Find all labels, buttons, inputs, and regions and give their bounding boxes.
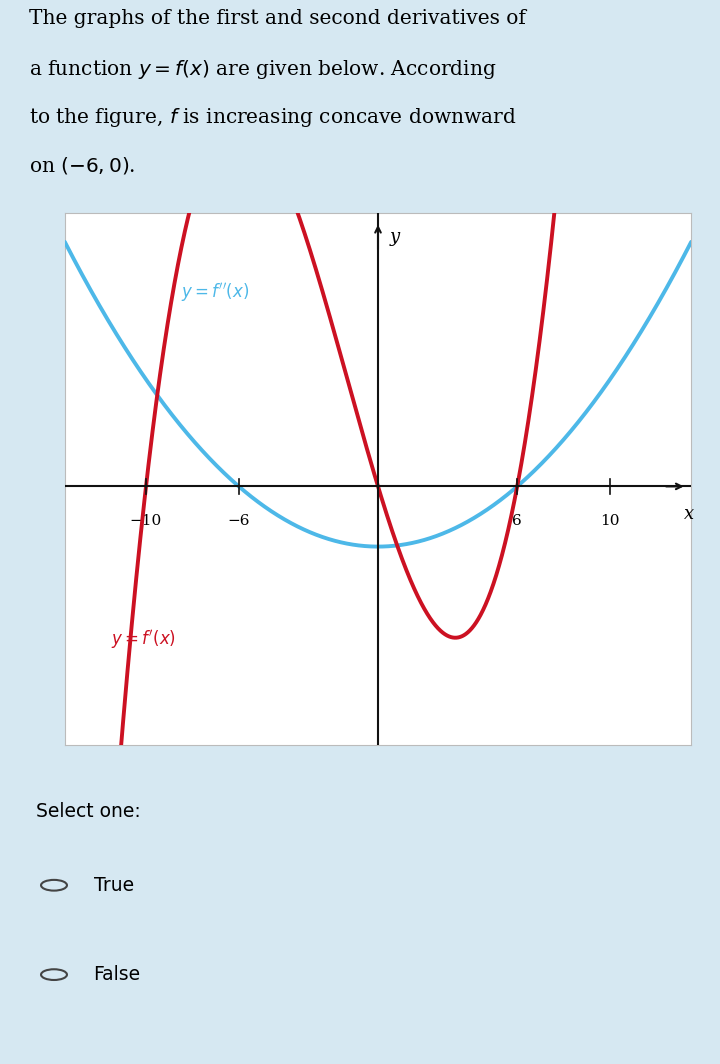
Text: y: y xyxy=(390,228,400,246)
Text: on $(-6, 0)$.: on $(-6, 0)$. xyxy=(29,154,135,176)
Text: to the figure, $f$ is increasing concave downward: to the figure, $f$ is increasing concave… xyxy=(29,106,516,129)
Text: $y = f''(x)$: $y = f''(x)$ xyxy=(181,281,249,304)
Text: 10: 10 xyxy=(600,514,620,528)
Text: Select one:: Select one: xyxy=(36,802,140,820)
Text: x: x xyxy=(684,504,694,522)
Text: $y = f'(x)$: $y = f'(x)$ xyxy=(111,628,176,651)
Text: False: False xyxy=(94,965,140,984)
Text: −10: −10 xyxy=(130,514,162,528)
Text: −6: −6 xyxy=(228,514,250,528)
Text: a function $y = f(x)$ are given below. According: a function $y = f(x)$ are given below. A… xyxy=(29,57,496,81)
Text: True: True xyxy=(94,876,134,895)
Text: 6: 6 xyxy=(513,514,522,528)
Text: The graphs of the first and second derivatives of: The graphs of the first and second deriv… xyxy=(29,10,526,29)
